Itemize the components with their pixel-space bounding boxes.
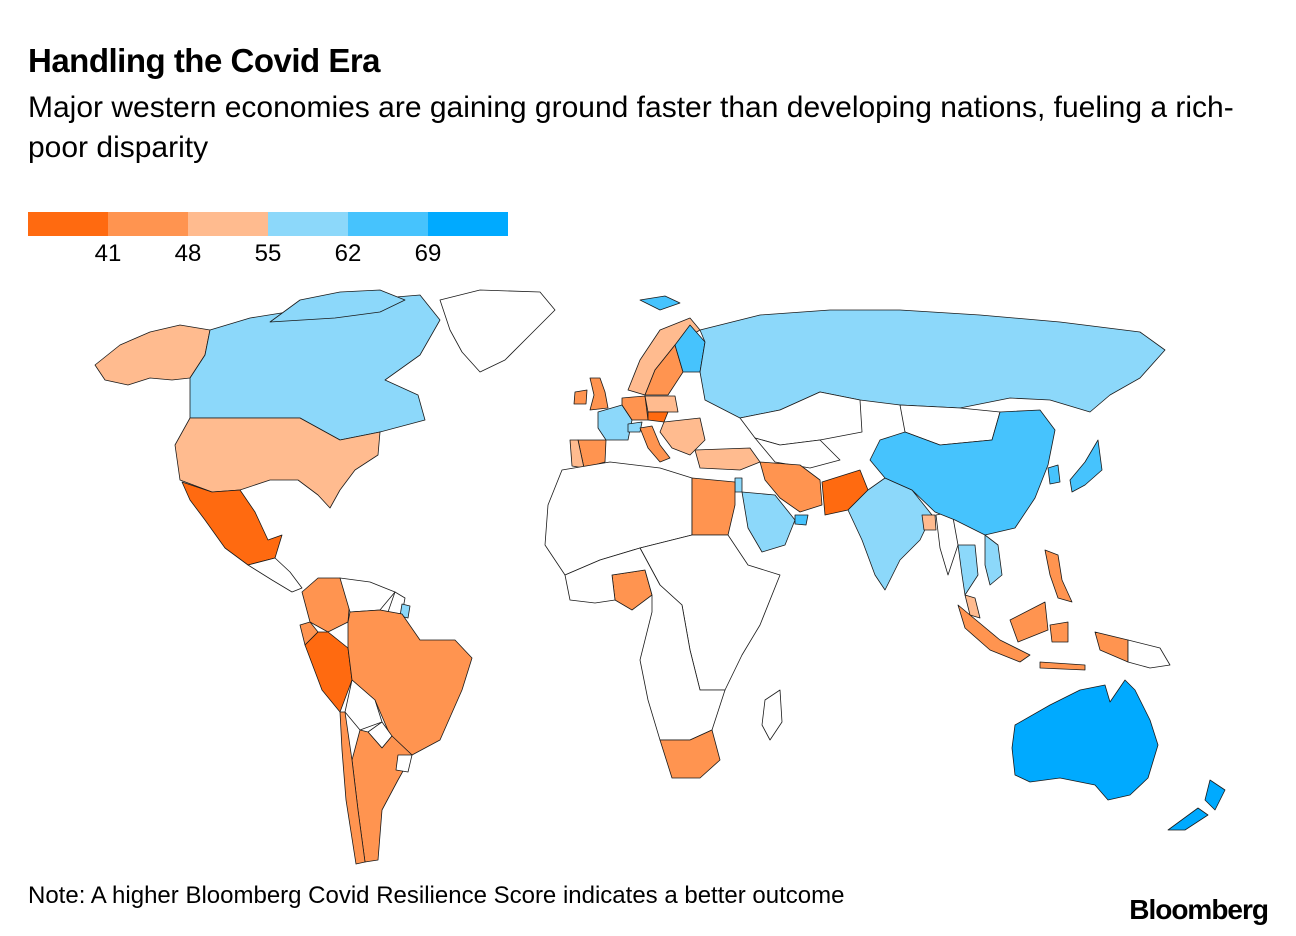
legend-tick-label: 69 xyxy=(414,240,442,267)
region-nigeria xyxy=(611,569,653,611)
region-mexico xyxy=(181,481,283,566)
region-uruguay xyxy=(395,754,413,773)
region-japan xyxy=(1069,439,1103,493)
legend-swatch xyxy=(188,212,268,236)
region-peru xyxy=(304,631,353,713)
region-chile xyxy=(339,711,366,865)
legend-tick-label: 62 xyxy=(334,240,362,267)
region-finland xyxy=(674,324,706,373)
region-bolivia xyxy=(344,679,383,731)
region-united-states xyxy=(174,417,381,509)
region-balkans xyxy=(659,417,706,456)
region-israel xyxy=(734,477,743,493)
region-greenland xyxy=(439,289,556,373)
region-australia xyxy=(1011,679,1159,801)
bloomberg-logo: Bloomberg xyxy=(1129,894,1269,925)
region-central-asia xyxy=(754,437,841,469)
region-vietnam xyxy=(984,534,1003,586)
region-thailand xyxy=(957,544,979,596)
map-regions xyxy=(94,289,1226,865)
region-bangladesh xyxy=(921,514,937,531)
legend-tick-label: 55 xyxy=(254,240,282,267)
region-egypt xyxy=(691,477,736,536)
region-china xyxy=(869,409,1056,536)
region-united-kingdom xyxy=(589,377,609,411)
region-south-korea xyxy=(1047,464,1061,485)
legend-tick-labels: 41 48 55 62 69 xyxy=(28,236,508,267)
legend-swatch xyxy=(108,212,188,236)
region-russia xyxy=(699,309,1166,419)
region-madagascar xyxy=(761,689,783,741)
region-venezuela xyxy=(339,577,396,613)
chart-title: Handling the Covid Era xyxy=(28,42,381,79)
region-indonesia xyxy=(957,601,1129,671)
region-philippines xyxy=(1044,549,1073,603)
region-iran xyxy=(759,461,823,513)
region-canadian-arctic xyxy=(269,289,406,323)
legend-swatch xyxy=(348,212,428,236)
region-papua-new-guinea xyxy=(1127,639,1171,669)
legend-swatch xyxy=(428,212,508,236)
region-czechia xyxy=(647,411,669,423)
region-germany xyxy=(621,395,649,421)
legend-swatch xyxy=(268,212,348,236)
region-malaysia xyxy=(964,594,981,619)
legend-swatch xyxy=(28,212,108,236)
region-iceland xyxy=(639,295,681,311)
region-turkey xyxy=(694,447,761,471)
world-map xyxy=(94,289,1226,865)
legend-bar xyxy=(28,212,508,236)
region-central-america xyxy=(247,557,303,593)
region-poland xyxy=(644,395,679,413)
legend-tick-label: 48 xyxy=(174,240,202,267)
color-legend: 41 48 55 62 69 xyxy=(28,212,508,272)
region-saudi-arabia xyxy=(741,491,796,553)
region-myanmar xyxy=(935,511,959,576)
region-uae xyxy=(794,514,809,526)
region-india xyxy=(847,477,933,591)
footnote: Note: A higher Bloomberg Covid Resilienc… xyxy=(28,882,845,909)
region-italy xyxy=(639,425,671,463)
chart-subtitle: Major western economies are gaining grou… xyxy=(28,91,1234,164)
region-new-zealand xyxy=(1167,779,1226,831)
legend-tick-label: 41 xyxy=(94,240,122,267)
region-switzerland xyxy=(627,421,643,433)
region-south-africa xyxy=(659,729,721,779)
region-ireland xyxy=(573,389,588,405)
